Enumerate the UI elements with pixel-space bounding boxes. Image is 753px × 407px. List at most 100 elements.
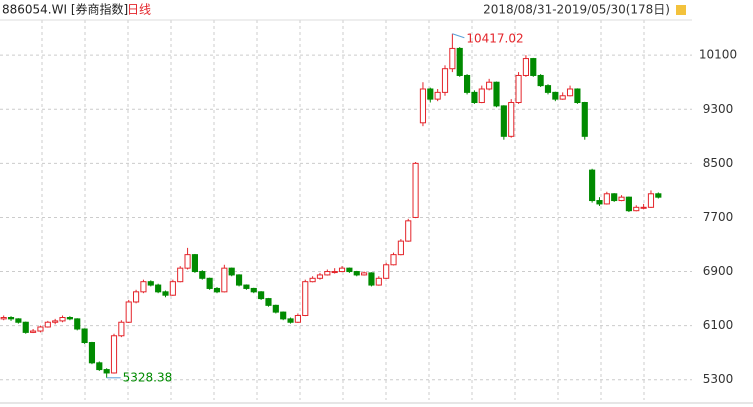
candle-body	[287, 318, 294, 323]
candle-body	[140, 281, 147, 293]
y-tick-label: 6900	[703, 264, 734, 278]
y-tick-label: 7700	[703, 210, 734, 224]
y-tick-label: 9300	[703, 102, 734, 116]
candle-body	[456, 47, 463, 76]
candle-body	[324, 271, 331, 276]
candle-body	[368, 272, 375, 286]
candle-body	[221, 267, 228, 293]
candle-body	[265, 298, 272, 306]
candle-body	[478, 88, 485, 104]
candle-body	[0, 317, 7, 320]
chart-title: 886054.WI [券商指数]	[2, 2, 128, 17]
candle-body	[589, 169, 596, 202]
candle-body	[103, 369, 110, 374]
candle-body	[22, 321, 29, 333]
max-label: 10417.02	[466, 31, 523, 45]
candle-body	[235, 274, 243, 286]
candle-body	[471, 91, 478, 104]
candle-body	[37, 326, 44, 332]
candle-body	[243, 284, 250, 289]
candle-body	[44, 321, 51, 328]
candle-body	[206, 277, 213, 289]
candle-body	[302, 281, 309, 316]
candle-body	[412, 162, 419, 218]
candle-body	[655, 193, 662, 198]
candle-body	[15, 318, 22, 323]
candle-body	[486, 81, 493, 90]
candle-body	[464, 74, 471, 93]
candle-body	[493, 81, 500, 107]
candle-body	[647, 193, 655, 208]
candle-body	[449, 47, 456, 70]
candle-body	[515, 74, 522, 104]
candle-body	[552, 91, 559, 100]
candle-body	[81, 328, 88, 344]
candle-body	[147, 281, 154, 286]
candle-body	[441, 68, 449, 93]
candle-body	[383, 264, 390, 279]
candle-body	[309, 277, 316, 283]
period-label: 日线	[127, 3, 151, 17]
candle-body	[618, 196, 625, 202]
lock-icon[interactable]	[676, 5, 686, 15]
max-pointer	[452, 33, 465, 39]
y-tick-label: 5300	[703, 372, 734, 386]
candle-body	[390, 254, 397, 266]
candle-body	[133, 291, 140, 303]
candle-body	[530, 58, 537, 76]
candle-body	[537, 74, 544, 87]
candle-body	[258, 291, 265, 300]
candle-body	[52, 320, 59, 323]
candle-body	[375, 277, 382, 286]
candle-body	[59, 317, 66, 322]
y-tick-label: 10100	[699, 48, 737, 62]
y-tick-label: 6100	[703, 318, 734, 332]
candle-body	[316, 274, 324, 279]
candle-body	[596, 200, 603, 205]
candle-body	[508, 102, 515, 137]
candle-body	[574, 88, 581, 104]
candle-body	[544, 85, 552, 93]
candle-body	[74, 318, 81, 330]
candle-body	[96, 362, 103, 371]
candle-body	[88, 342, 96, 364]
candle-body	[155, 284, 162, 293]
candle-body	[7, 317, 15, 320]
min-label: 5328.38	[123, 370, 173, 384]
candle-body	[427, 88, 434, 100]
range-label: 2018/08/31-2019/05/30(178日)	[483, 3, 670, 17]
candle-body	[434, 91, 441, 100]
candle-body	[633, 206, 640, 212]
candle-body	[419, 88, 427, 124]
candle-body	[169, 281, 176, 296]
candle-body	[625, 196, 632, 212]
candle-body	[581, 102, 588, 137]
candle-body	[110, 335, 118, 374]
y-tick-label: 8500	[703, 156, 734, 170]
candle-body	[640, 206, 647, 209]
candle-body	[118, 321, 125, 337]
candle-body	[184, 254, 191, 269]
candle-body	[250, 287, 257, 293]
candle-body	[331, 271, 338, 274]
candle-body	[397, 240, 404, 256]
candle-body	[191, 254, 198, 273]
candle-body	[559, 95, 566, 100]
candle-body	[125, 301, 132, 323]
candle-body	[603, 193, 610, 205]
candle-body	[177, 267, 184, 283]
candle-body	[353, 271, 360, 276]
candle-body	[199, 271, 206, 279]
candle-body	[522, 58, 529, 76]
candle-body	[294, 314, 301, 323]
candle-body	[162, 291, 169, 296]
candle-body	[611, 193, 618, 202]
candle-body	[66, 317, 73, 320]
candle-body	[30, 330, 37, 333]
candle-body	[405, 220, 412, 242]
candle-body	[213, 287, 221, 293]
candle-body	[500, 105, 507, 137]
candle-body	[228, 267, 235, 276]
candle-body	[346, 267, 353, 273]
